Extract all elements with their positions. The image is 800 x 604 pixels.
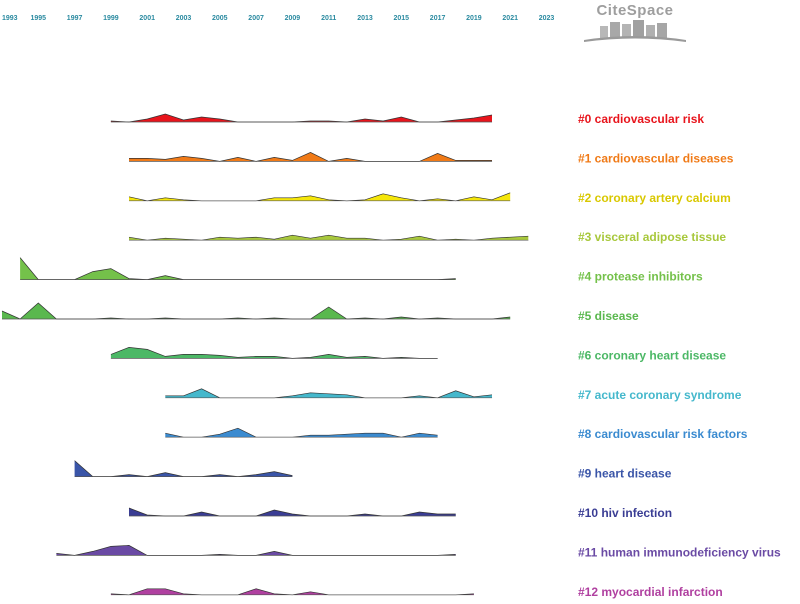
- cluster-row: #1 cardiovascular diseases: [129, 151, 734, 165]
- citespace-logo: CiteSpace: [578, 2, 692, 46]
- year-tick-label: 2003: [176, 15, 192, 22]
- cluster-area: [110, 114, 493, 122]
- cluster-row: #12 myocardial infarction: [110, 585, 723, 599]
- cluster-row: #10 hiv infection: [128, 506, 672, 520]
- cluster-area: [56, 545, 456, 556]
- logo-graphic-icon: [584, 20, 686, 42]
- year-tick-label: 2009: [285, 15, 301, 22]
- year-tick-label: 2011: [321, 15, 336, 22]
- cluster-outline: [128, 192, 511, 202]
- cluster-area: [74, 460, 293, 477]
- cluster-label: #12 myocardial infarction: [578, 585, 723, 599]
- year-tick-label: 2023: [539, 15, 555, 22]
- cluster-label: #8 cardiovascular risk factors: [578, 427, 748, 441]
- cluster-row: #7 acute coronary syndrome: [165, 388, 742, 402]
- cluster-row: #6 coronary heart disease: [110, 347, 726, 362]
- cluster-label: #6 coronary heart disease: [578, 348, 726, 362]
- cluster-label: #7 acute coronary syndrome: [578, 388, 742, 402]
- cluster-row: #8 cardiovascular risk factors: [165, 427, 748, 441]
- year-tick-label: 1993: [2, 15, 18, 22]
- cluster-outline: [74, 460, 293, 477]
- cluster-outline: [1, 302, 511, 320]
- cluster-label: #1 cardiovascular diseases: [578, 151, 734, 165]
- cluster-area: [110, 588, 474, 595]
- year-tick-label: 2007: [248, 15, 264, 22]
- cluster-area: [110, 347, 438, 359]
- year-tick-label: 2021: [502, 15, 518, 22]
- year-tick-label: 2005: [212, 15, 228, 22]
- year-tick-label: 2019: [466, 15, 482, 22]
- cluster-area: [2, 303, 511, 319]
- cluster-row: #11 human immunodeficiency virus: [56, 545, 781, 559]
- cluster-area: [20, 257, 456, 280]
- cluster-area: [129, 152, 492, 162]
- cluster-row: #3 visceral adipose tissue: [128, 230, 726, 244]
- logo-text: CiteSpace: [596, 2, 674, 19]
- cluster-area: [165, 388, 493, 398]
- cluster-row: #5 disease: [1, 302, 639, 323]
- year-tick-label: 2017: [430, 15, 446, 22]
- cluster-label: #3 visceral adipose tissue: [578, 230, 726, 244]
- cluster-label: #10 hiv infection: [578, 506, 672, 520]
- year-tick-label: 1995: [31, 15, 47, 22]
- cluster-label: #0 cardiovascular risk: [578, 112, 704, 126]
- cluster-outline: [129, 152, 492, 162]
- cluster-row: #9 heart disease: [74, 460, 672, 481]
- cluster-area: [129, 192, 511, 201]
- cluster-rows: #0 cardiovascular risk #1 cardiovascular …: [1, 112, 781, 599]
- cluster-label: #5 disease: [578, 309, 639, 323]
- cluster-area: [129, 235, 529, 241]
- cluster-row: #4 protease inhibitors: [19, 257, 703, 284]
- cluster-outline: [165, 427, 438, 438]
- cluster-row: #2 coronary artery calcium: [128, 191, 731, 205]
- year-tick-label: 1999: [103, 15, 119, 22]
- year-tick-label: 2013: [357, 15, 373, 22]
- cluster-label: #11 human immunodeficiency virus: [578, 545, 781, 559]
- year-tick-label: 2001: [139, 15, 155, 22]
- year-tick-label: 1997: [67, 15, 83, 22]
- cluster-area: [165, 428, 438, 438]
- cluster-row: #0 cardiovascular risk: [110, 112, 704, 126]
- year-tick-label: 2015: [394, 15, 410, 22]
- cluster-label: #4 protease inhibitors: [578, 270, 703, 284]
- year-axis: 1993 1995 1997 1999 2001 2003 2005 2007 2009 2011…: [2, 15, 554, 22]
- cluster-label: #2 coronary artery calcium: [578, 191, 731, 205]
- cluster-label: #9 heart disease: [578, 467, 672, 481]
